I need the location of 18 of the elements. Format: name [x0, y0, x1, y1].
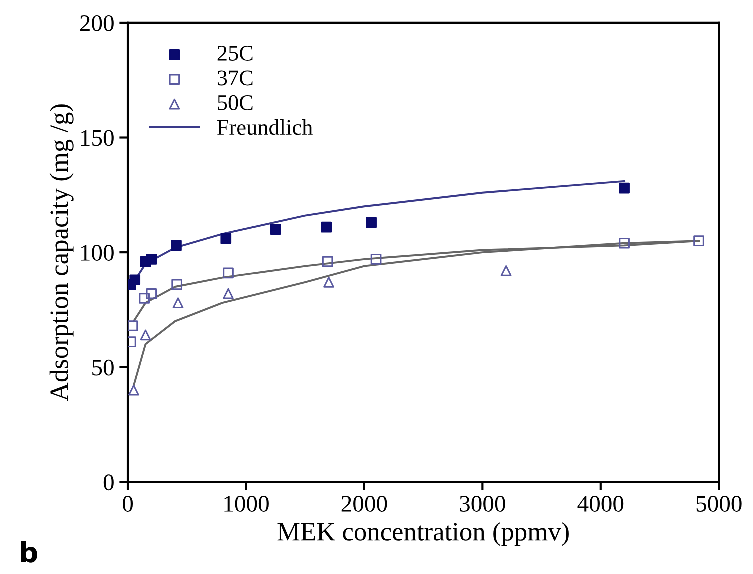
y-tick-label: 100 [81, 245, 114, 261]
legend-label: 25C [218, 46, 253, 61]
y-tick-label: 150 [81, 130, 114, 146]
y-tick-label: 0 [104, 474, 114, 491]
legend-label: Freundlich [218, 120, 313, 136]
y-tick-label: 50 [92, 360, 114, 376]
text: b [21, 541, 38, 563]
x-axis-title: MEK concentration (ppmv) [278, 522, 569, 546]
legend-label: 50C [218, 95, 253, 110]
y-axis-title: Adsorption capacity (mg /g) [50, 104, 74, 402]
x-tick-label: 0 [123, 496, 134, 512]
x-tick-label: 5000 [696, 496, 742, 512]
x-tick-label: 2000 [342, 496, 388, 512]
x-tick-label: 3000 [460, 496, 506, 512]
x-tick-label: 1000 [224, 496, 269, 512]
y-tick-label: 200 [80, 15, 114, 32]
legend-label: 37C [218, 70, 253, 86]
x-tick-label: 4000 [578, 496, 624, 512]
